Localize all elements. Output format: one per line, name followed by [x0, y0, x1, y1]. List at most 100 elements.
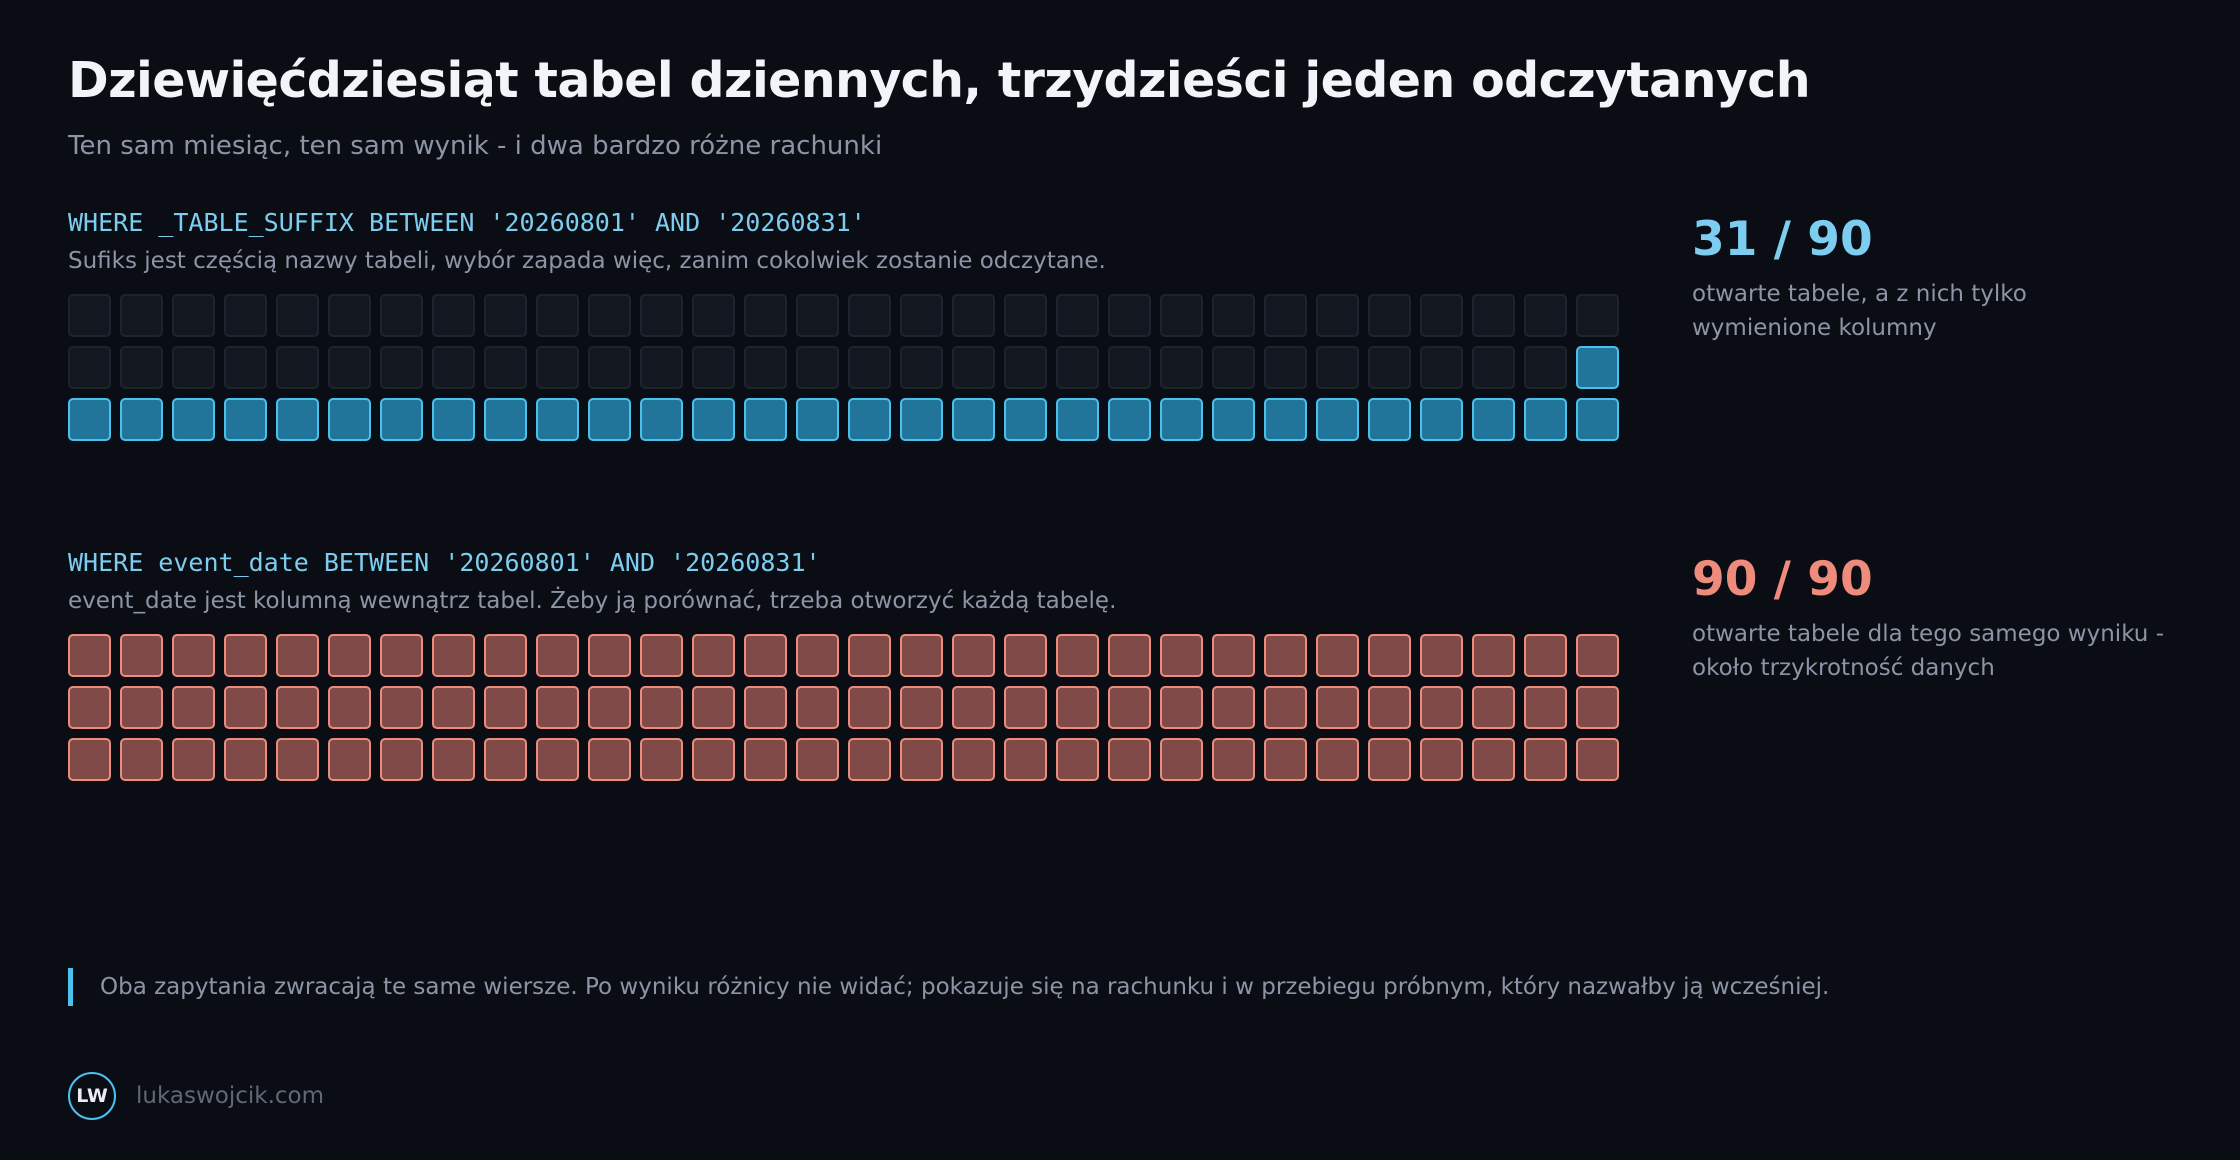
table-cell-unread [172, 294, 215, 337]
table-cell-read [692, 634, 735, 677]
table-cell-read [1108, 398, 1151, 441]
table-cell-read [68, 634, 111, 677]
table-cell-read [1524, 686, 1567, 729]
table-cell-read [588, 634, 631, 677]
table-cell-unread [432, 346, 475, 389]
table-cell-read [1576, 398, 1619, 441]
table-cell-read [588, 738, 631, 781]
table-cell-unread [1368, 294, 1411, 337]
table-cell-read [432, 738, 475, 781]
table-cell-read [848, 634, 891, 677]
table-cell-read [1368, 634, 1411, 677]
table-cell-unread [68, 346, 111, 389]
table-cell-read [640, 738, 683, 781]
table-cell-read [276, 634, 319, 677]
footer: LW lukaswojcik.com [68, 1072, 324, 1120]
table-cell-read [952, 686, 995, 729]
table-cell-read [484, 634, 527, 677]
table-cell-unread [1420, 294, 1463, 337]
table-cell-read [640, 398, 683, 441]
table-cell-unread [1472, 294, 1515, 337]
table-cell-read [1576, 686, 1619, 729]
table-cell-read [328, 634, 371, 677]
table-cell-read [120, 634, 163, 677]
table-cell-unread [1264, 346, 1307, 389]
table-cell-read [1420, 398, 1463, 441]
table-cell-unread [1212, 294, 1255, 337]
table-cell-read [328, 686, 371, 729]
table-cell-read [1056, 634, 1099, 677]
table-cell-read [536, 398, 579, 441]
table-cell-read [536, 738, 579, 781]
table-cell-read [952, 398, 995, 441]
table-cell-read [744, 738, 787, 781]
table-cell-unread [1316, 294, 1359, 337]
table-cell-read [900, 686, 943, 729]
table-cell-read [692, 398, 735, 441]
table-cell-read [1316, 738, 1359, 781]
table-cell-read [848, 686, 891, 729]
table-cell-read [172, 738, 215, 781]
suffix-stat-value: 31 / 90 [1692, 212, 1873, 267]
table-cell-unread [120, 346, 163, 389]
table-cell-read [432, 634, 475, 677]
event-date-stat-desc: otwarte tabele dla tego samego wyniku - … [1692, 621, 2164, 681]
table-cell-read [224, 398, 267, 441]
table-cell-read [1264, 398, 1307, 441]
table-cell-read [1420, 686, 1463, 729]
event-date-stat-value: 90 / 90 [1692, 552, 1873, 607]
table-cell-read [224, 686, 267, 729]
table-cell-read [484, 398, 527, 441]
table-cell-read [1264, 634, 1307, 677]
table-cell-unread [380, 346, 423, 389]
table-cell-unread [692, 294, 735, 337]
table-cell-unread [1004, 294, 1047, 337]
table-cell-read [1316, 398, 1359, 441]
table-cell-read [1212, 686, 1255, 729]
table-cell-unread [640, 294, 683, 337]
table-cell-unread [744, 346, 787, 389]
table-cell-read [1316, 686, 1359, 729]
table-cell-read [744, 398, 787, 441]
table-cell-unread [1368, 346, 1411, 389]
table-cell-read [744, 686, 787, 729]
table-cell-read [588, 398, 631, 441]
table-cell-read [432, 398, 475, 441]
table-cell-unread [276, 294, 319, 337]
table-cell-read [68, 686, 111, 729]
site-link[interactable]: lukaswojcik.com [136, 1083, 325, 1109]
table-cell-read [1368, 738, 1411, 781]
table-cell-read [1160, 634, 1203, 677]
table-cell-read [796, 686, 839, 729]
table-cell-unread [224, 346, 267, 389]
table-cell-read [848, 398, 891, 441]
table-cell-read [276, 686, 319, 729]
table-cell-unread [1108, 346, 1151, 389]
suffix-stat: 31 / 90 otwarte tabele, a z nich tylko w… [1692, 212, 2172, 345]
table-cell-read [1576, 634, 1619, 677]
table-cell-read [796, 738, 839, 781]
table-cell-read [1004, 634, 1047, 677]
table-cell-read [1004, 738, 1047, 781]
table-cell-read [1212, 634, 1255, 677]
table-cell-read [796, 634, 839, 677]
table-cell-read [172, 686, 215, 729]
table-cell-read [640, 634, 683, 677]
table-cell-read [848, 738, 891, 781]
table-cell-read [1160, 398, 1203, 441]
table-cell-read [120, 738, 163, 781]
table-cell-read [172, 634, 215, 677]
table-cell-read [588, 686, 631, 729]
table-cell-read [1056, 398, 1099, 441]
table-cell-read [484, 738, 527, 781]
footnote: Oba zapytania zwracają te same wiersze. … [68, 968, 1829, 1006]
table-cell-unread [380, 294, 423, 337]
table-cell-read [1212, 398, 1255, 441]
table-cell-unread [120, 294, 163, 337]
table-cell-unread [1576, 294, 1619, 337]
table-cell-unread [68, 294, 111, 337]
table-cell-read [952, 738, 995, 781]
table-cell-unread [484, 346, 527, 389]
table-cell-unread [1316, 346, 1359, 389]
table-cell-unread [952, 294, 995, 337]
